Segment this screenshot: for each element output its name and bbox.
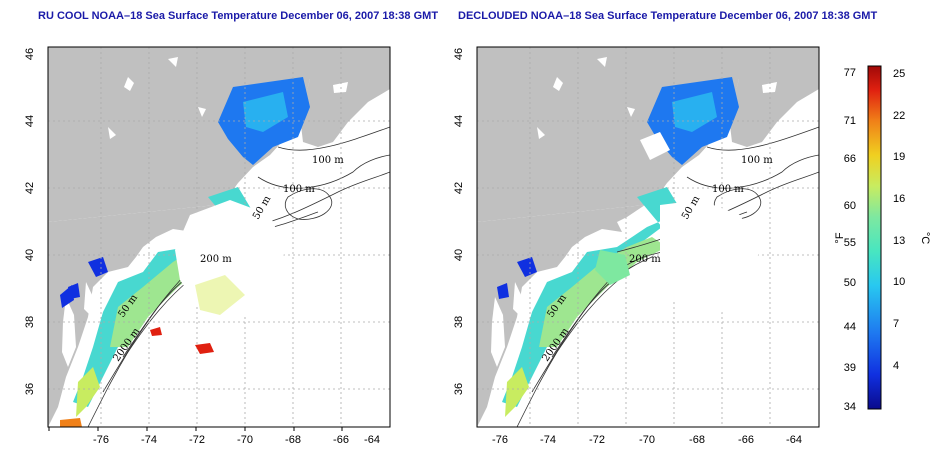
f-tick-44: 44 [844, 321, 856, 333]
c-tick-25: 25 [893, 68, 905, 80]
right-lat-tick-38: 38 [453, 316, 465, 328]
left-lat-tick-46: 46 [24, 48, 36, 60]
c-tick-13: 13 [893, 235, 905, 247]
right-lon-tick-6: -66 [738, 434, 754, 446]
right-lon-tick-3: -72 [589, 434, 605, 446]
right-plot-frame [476, 46, 820, 428]
c-tick-16: 16 [893, 193, 905, 205]
c-tick-19: 19 [893, 151, 905, 163]
celsius-unit-label: °C [919, 232, 931, 244]
right-lon-tick-7: -64 [786, 434, 802, 446]
colorbar-ramp [867, 65, 882, 410]
c-tick-10: 10 [893, 276, 905, 288]
left-lat-tick-36: 36 [24, 383, 36, 395]
left-lon-tick-5: -68 [285, 434, 301, 446]
left-lon-tick-4: -70 [237, 434, 253, 446]
right-decloud [595, 132, 760, 320]
f-tick-60: 60 [844, 200, 856, 212]
c-tick-7: 7 [893, 318, 899, 330]
f-tick-50: 50 [844, 277, 856, 289]
contour-label-200m-r: 200 m [629, 254, 661, 265]
right-lon-ticks: -76 -74 -72 -70 -68 -66 -64 [492, 434, 802, 446]
f-tick-39: 39 [844, 362, 856, 374]
right-lat-tick-44: 44 [453, 115, 465, 127]
f-tick-71: 71 [844, 115, 856, 127]
left-lon-tick-1: -76 [93, 434, 109, 446]
left-map: 100 m 100 m 50 m 200 m 50 m 2000 m -76 -… [24, 46, 391, 446]
fahrenheit-ticks: 77 71 66 60 55 50 44 39 34 [844, 67, 856, 413]
right-lon-tick-1: -76 [492, 434, 508, 446]
left-lon-tick-7: -64 [364, 434, 380, 446]
right-lat-tick-36: 36 [453, 383, 465, 395]
f-tick-66: 66 [844, 153, 856, 165]
left-map-title: RU COOL NOAA–18 Sea Surface Temperature … [38, 10, 439, 22]
left-lat-tick-42: 42 [24, 182, 36, 194]
colorbar: °F °C 77 71 66 60 55 50 44 39 34 25 22 1… [834, 65, 931, 413]
contour-label-100m-a: 100 m [312, 155, 344, 166]
left-lat-tick-38: 38 [24, 316, 36, 328]
f-tick-34: 34 [844, 401, 856, 413]
contour-label-100m-a-r: 100 m [741, 155, 773, 166]
right-lon-tick-2: -74 [540, 434, 556, 446]
left-lon-tick-6: -66 [333, 434, 349, 446]
left-plot-frame [47, 46, 391, 428]
contour-label-200m: 200 m [200, 254, 232, 265]
left-lat-tick-40: 40 [24, 249, 36, 261]
right-lat-tick-40: 40 [453, 249, 465, 261]
left-cloud-noise [60, 200, 285, 427]
right-lat-tick-46: 46 [453, 48, 465, 60]
f-tick-55: 55 [844, 237, 856, 249]
left-lat-tick-44: 44 [24, 115, 36, 127]
c-tick-4: 4 [893, 360, 899, 372]
c-tick-22: 22 [893, 110, 905, 122]
left-lat-ticks: 36 38 40 42 44 46 [24, 48, 36, 395]
left-lon-tick-3: -72 [189, 434, 205, 446]
right-map: 100 m 100 m 50 m 200 m 50 m 2000 m -76 -… [453, 46, 820, 446]
contour-label-100m-b: 100 m [283, 184, 315, 195]
right-lon-tick-4: -70 [639, 434, 655, 446]
left-lon-ticks: -76 -74 -72 -70 -68 -66 -64 [48, 427, 380, 446]
right-lat-tick-42: 42 [453, 182, 465, 194]
celsius-ticks: 25 22 19 16 13 10 7 4 [893, 68, 905, 372]
contour-label-100m-b-r: 100 m [712, 184, 744, 195]
right-lon-tick-5: -68 [689, 434, 705, 446]
right-map-title: DECLOUDED NOAA–18 Sea Surface Temperatur… [458, 10, 878, 22]
right-lat-ticks: 36 38 40 42 44 46 [453, 48, 465, 395]
left-lon-tick-2: -74 [141, 434, 157, 446]
fahrenheit-unit-label: °F [834, 232, 846, 243]
f-tick-77: 77 [844, 67, 856, 79]
